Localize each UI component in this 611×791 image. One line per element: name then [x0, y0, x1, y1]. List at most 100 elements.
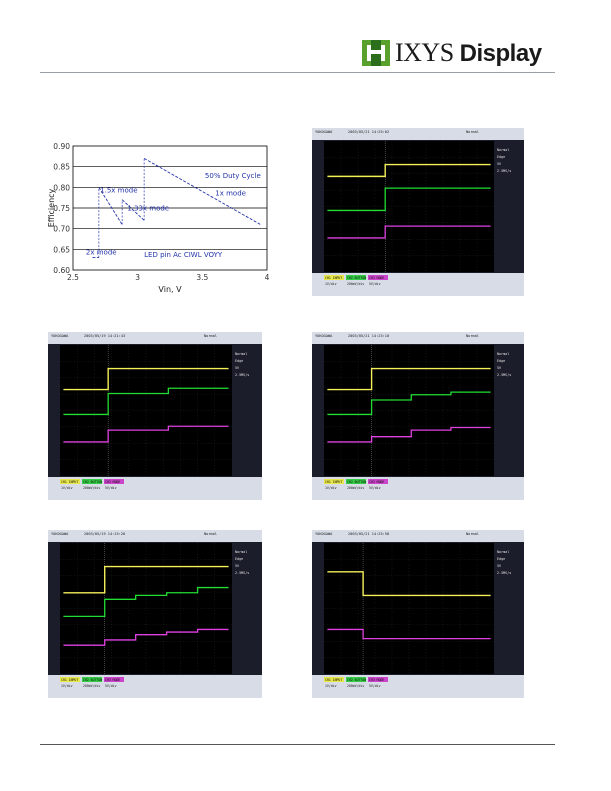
scope-side-info: 2.5MS/s: [497, 373, 511, 377]
scope-status-bar: [48, 332, 262, 344]
x-tick-label: 2.5: [67, 273, 79, 282]
scope-timestamp: 2003/05/19 14:21:43: [84, 334, 125, 338]
channel-tag: [368, 275, 388, 280]
channel-value: 200mV/div: [83, 486, 100, 490]
channel-label: CH1 INPUT: [61, 480, 78, 484]
scope-side-info: 2.5MS/s: [235, 571, 249, 575]
channel-label: CH3 MODE: [105, 480, 120, 484]
ch3-mode-trace: [327, 628, 491, 640]
channel-value: 200mV/div: [83, 684, 100, 688]
channel-tag: [346, 275, 366, 280]
channel-label: CH2 BUTTON: [347, 480, 366, 484]
x-tick-label: 3: [135, 273, 140, 282]
scope-side-info: 2.5MS/s: [235, 373, 249, 377]
ch1-input-trace: [327, 163, 491, 178]
channel-tag: [104, 677, 124, 682]
ch2-button-trace: [63, 387, 229, 416]
scope-side-info: Normal: [235, 352, 247, 356]
channel-value: 5V/div: [105, 486, 117, 490]
chart-annotation: 50% Duty Cycle: [205, 172, 261, 180]
scope-channel-bar: [48, 675, 262, 698]
channel-label: CH1 INPUT: [325, 678, 342, 682]
scope-side-panel: [495, 345, 524, 476]
channel-tag: [346, 479, 366, 484]
chart-annotation: 1.33x mode: [127, 204, 169, 212]
channel-label: CH2 BUTTON: [83, 480, 102, 484]
scope-side-panel: [233, 543, 262, 674]
ch3-mode-trace: [327, 426, 491, 443]
channel-value: 200mV/div: [347, 282, 364, 286]
footer-rule: [40, 744, 555, 745]
channel-tag: [60, 479, 80, 484]
scope-side-panel: [495, 543, 524, 674]
scope-side-info: Normal: [497, 550, 509, 554]
channel-label: CH3 MODE: [105, 678, 120, 682]
scope-capture-3: YOKOGAWA 2003/05/21 14:23:10 Normal CH1 INP…: [312, 332, 524, 500]
scope-brand: YOKOGAWA: [315, 532, 333, 536]
scope-side-panel: [233, 345, 262, 476]
efficiency-series-line: [98, 187, 123, 225]
scope-status-bar: [312, 530, 524, 542]
channel-label: CH1 INPUT: [325, 480, 342, 484]
channel-value: 1V/div: [325, 684, 337, 688]
channel-value: 5V/div: [369, 684, 381, 688]
scope-timestamp: 2003/05/19 14:15:20: [84, 532, 125, 536]
y-tick-label: 0.90: [53, 142, 70, 151]
channel-value: 5V/div: [369, 486, 381, 490]
scope-brand: YOKOGAWA: [51, 334, 69, 338]
channel-tag: [60, 677, 80, 682]
chart-annotation: 1.5x mode: [100, 187, 137, 195]
scope-brand: YOKOGAWA: [315, 334, 333, 338]
channel-tag: [368, 677, 388, 682]
channel-label: CH2 BUTTON: [347, 276, 366, 280]
channel-label: CH2 BUTTON: [347, 678, 366, 682]
channel-label: CH3 MODE: [369, 480, 384, 484]
channel-value: 1V/div: [325, 282, 337, 286]
channel-tag: [324, 479, 344, 484]
channel-tag: [82, 677, 102, 682]
y-tick-label: 0.75: [53, 204, 70, 213]
scope-mode: Normal: [204, 334, 217, 338]
ch2-button-trace: [327, 391, 491, 416]
y-tick-label: 0.80: [53, 183, 70, 192]
scope-brand: YOKOGAWA: [315, 130, 333, 134]
x-tick-label: 4: [265, 273, 270, 282]
x-axis-label: Vin, V: [158, 285, 182, 294]
y-tick-label: 0.60: [53, 266, 70, 275]
channel-value: 5V/div: [369, 282, 381, 286]
logo-text: IXYS Display: [395, 38, 542, 67]
scope-side-info: Normal: [497, 352, 509, 356]
y-tick-label: 0.70: [53, 225, 70, 234]
scope-mode: Normal: [466, 334, 479, 338]
scope-status-bar: [48, 530, 262, 542]
scope-side-panel: [495, 141, 524, 272]
channel-tag: [82, 479, 102, 484]
channel-value: 5V/div: [105, 684, 117, 688]
scope-status-bar: [312, 128, 524, 140]
scope-side-info: 2.5MS/s: [497, 169, 511, 173]
chart-annotation: LED pin Ac CIWL VOYY: [144, 251, 223, 259]
scope-side-info: 5V: [497, 162, 501, 166]
ch1-input-trace: [63, 565, 229, 594]
scope-side-info: 5V: [235, 366, 239, 370]
chart-annotation: 1x mode: [215, 190, 246, 198]
ch2-button-trace: [63, 586, 229, 618]
channel-label: CH3 MODE: [369, 678, 384, 682]
ch1-input-trace: [327, 367, 491, 391]
scope-timestamp: 2003/05/21 14:25:58: [348, 532, 389, 536]
scope-capture-2: YOKOGAWA 2003/05/19 14:21:43 Normal CH1 INP…: [48, 332, 262, 500]
scope-capture-1: YOKOGAWA 2003/05/21 14:25:02 Normal CH1 INP…: [312, 128, 524, 296]
channel-label: CH2 BUTTON: [83, 678, 102, 682]
channel-tag: [324, 677, 344, 682]
scope-side-info: Normal: [235, 550, 247, 554]
channel-tag: [368, 479, 388, 484]
channel-tag: [346, 677, 366, 682]
scope-side-info: 5V: [497, 366, 501, 370]
channel-value: 1V/div: [61, 486, 73, 490]
scope-timestamp: 2003/05/21 14:25:02: [348, 130, 389, 134]
ch3-mode-trace: [63, 425, 229, 443]
scope-status-bar: [312, 332, 524, 344]
channel-value: 200mV/div: [347, 684, 364, 688]
scope-side-info: Edge: [497, 359, 505, 363]
scope-capture-5: YOKOGAWA 2003/05/21 14:25:58 Normal CH1 INP…: [312, 530, 524, 698]
